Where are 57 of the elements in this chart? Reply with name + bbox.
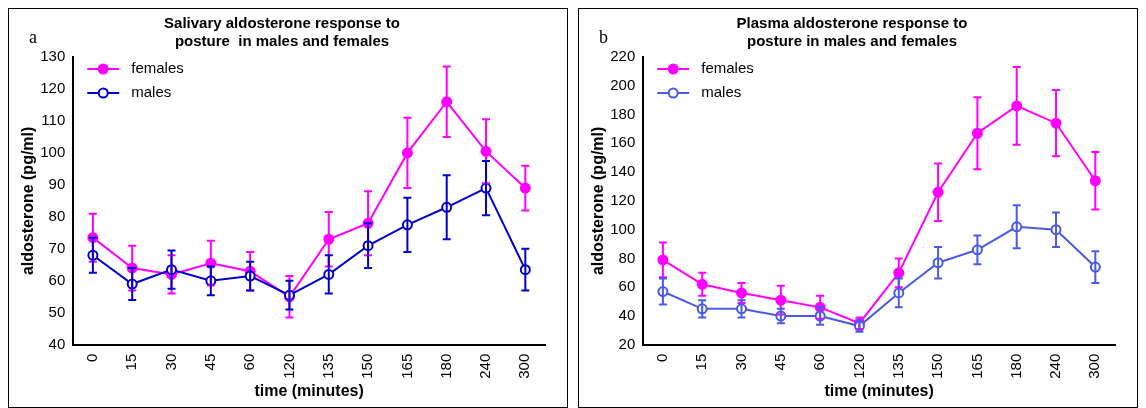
x-tick-label: 60: [240, 353, 258, 371]
x-tick-label: 15: [122, 353, 140, 371]
x-tick-label: 150: [928, 353, 946, 379]
y-tick-label: 80: [618, 248, 636, 266]
x-tick-label: 30: [161, 353, 179, 371]
x-tick-label: 240: [476, 353, 494, 379]
x-tick-label: 120: [279, 353, 297, 379]
y-tick-label: 120: [40, 79, 66, 97]
x-tick-label: 0: [83, 353, 101, 363]
x-axis-title: time (minutes): [824, 381, 934, 399]
x-tick-label: 180: [436, 353, 454, 379]
x-tick-label: 150: [358, 353, 376, 379]
x-tick-label: 300: [515, 353, 533, 379]
y-tick-label: 110: [41, 111, 66, 129]
y-tick-label: 100: [610, 219, 636, 237]
y-tick-label: 40: [618, 306, 636, 324]
y-tick-label: 50: [48, 302, 66, 320]
y-tick-label: 80: [48, 207, 66, 225]
x-tick-label: 45: [200, 353, 218, 371]
x-tick-label: 45: [770, 353, 788, 371]
chart-title: Salivary aldosterone response to posture in males and females: [164, 14, 400, 50]
x-tick-label: 60: [810, 353, 828, 371]
y-tick-label: 220: [610, 47, 636, 65]
y-tick-label: 120: [610, 191, 636, 209]
x-tick-label: 180: [1006, 353, 1024, 379]
y-tick-label: 140: [610, 162, 636, 180]
x-tick-label: 300: [1085, 353, 1103, 379]
y-tick-label: 200: [610, 75, 636, 93]
x-axis-title: time (minutes): [254, 381, 364, 399]
legend-label: females: [131, 59, 184, 77]
legend-label: males: [131, 83, 172, 101]
y-tick-label: 70: [48, 238, 66, 256]
y-tick-label: 40: [48, 334, 66, 352]
x-tick-label: 0: [653, 353, 671, 363]
y-tick-label: 180: [610, 104, 636, 122]
x-tick-label: 165: [967, 353, 985, 379]
y-tick-label: 100: [40, 143, 66, 161]
y-axis-title: aldosterone (pg/ml): [589, 126, 607, 276]
legend-label: females: [701, 59, 754, 77]
x-tick-label: 30: [731, 353, 749, 371]
x-tick-label: 165: [397, 353, 415, 379]
y-tick-label: 160: [610, 133, 636, 151]
chart-title: Plasma aldosterone response to posture in males and females: [736, 14, 968, 50]
y-axis-title: aldosterone (pg/ml): [19, 126, 37, 276]
y-tick-label: 20: [618, 334, 636, 352]
x-tick-label: 135: [888, 353, 906, 379]
legend-label: males: [701, 83, 742, 101]
x-tick-label: 120: [849, 353, 867, 379]
x-tick-label: 240: [1046, 353, 1064, 379]
x-tick-label: 15: [692, 353, 710, 371]
y-tick-label: 90: [48, 175, 66, 193]
y-tick-label: 60: [48, 270, 66, 288]
x-tick-label: 135: [318, 353, 336, 379]
y-tick-label: 130: [40, 47, 66, 65]
y-tick-label: 60: [618, 277, 636, 295]
text: a: [29, 27, 37, 48]
text: b: [599, 27, 608, 48]
